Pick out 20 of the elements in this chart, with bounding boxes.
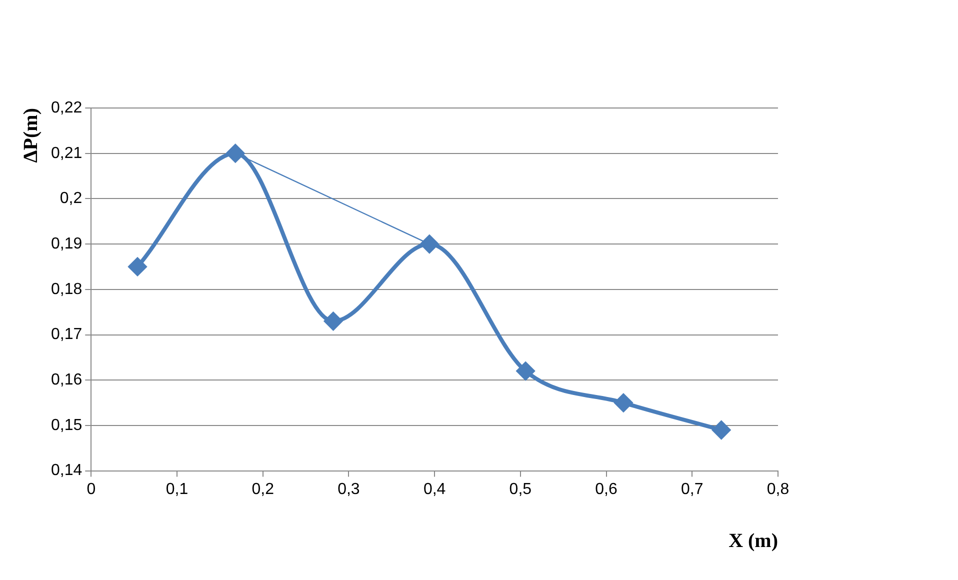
y-tick-label: 0,14 — [51, 462, 82, 480]
x-tick-label: 0,4 — [423, 480, 446, 498]
y-tick-label: 0,17 — [51, 326, 82, 344]
x-tick-label: 0 — [86, 480, 96, 498]
y-tick-label: 0,21 — [51, 144, 82, 162]
y-tick-label: 0,15 — [51, 416, 82, 434]
y-tick-label: 0,2 — [60, 190, 82, 208]
x-tick-label: 0,6 — [595, 480, 618, 498]
x-tick-label: 0,7 — [681, 480, 704, 498]
x-tick-label: 0,8 — [766, 480, 790, 498]
x-tick-label: 0,5 — [509, 480, 532, 498]
y-axis-title: ΔP(m) — [20, 108, 42, 163]
x-tick-label: 0,2 — [252, 480, 274, 498]
y-tick-label: 0,18 — [51, 280, 82, 298]
y-tick-label: 0,22 — [51, 99, 82, 116]
y-tick-label: 0,16 — [51, 372, 82, 389]
x-tick-label: 0,3 — [338, 480, 360, 498]
x-tick-label: 0,1 — [166, 480, 188, 498]
y-tick-label: 0,19 — [51, 235, 82, 252]
x-axis-title: X (m) — [728, 530, 778, 552]
